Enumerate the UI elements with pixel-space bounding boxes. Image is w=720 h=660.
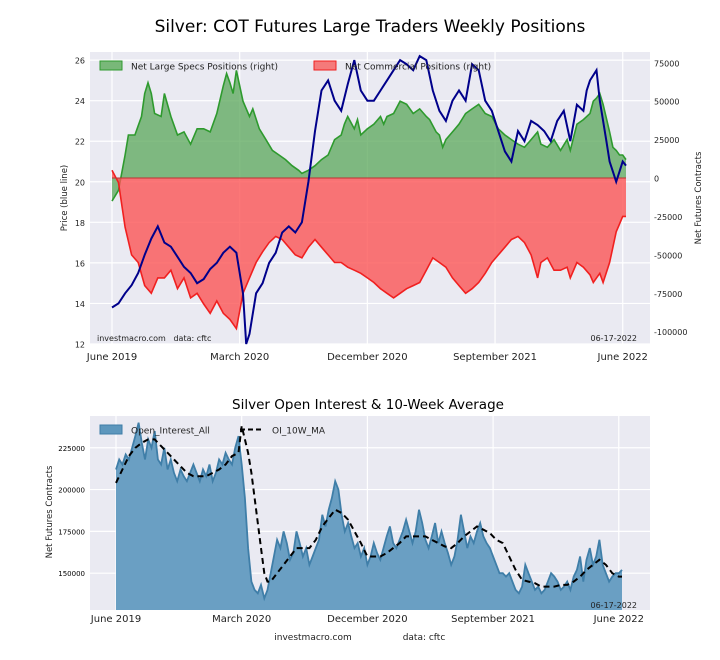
legend-commercial-swatch xyxy=(313,60,337,71)
top-left-tick-label: 20 xyxy=(75,178,85,187)
legend-specs-swatch xyxy=(99,60,123,71)
bottom-date-note: 06-17-2022 xyxy=(591,601,638,610)
line-commercial xyxy=(111,169,626,331)
bottom-x-tick-label: June 2019 xyxy=(90,614,141,625)
top-left-tick-label: 18 xyxy=(75,219,85,228)
top-right-tick-label: -25000 xyxy=(654,213,682,222)
legend-oi-label: Open_Interest_All xyxy=(131,427,210,437)
cot-positions-chart: 12 14 16 18 20 22 24 26 -100000 -75000 -50000 -250… xyxy=(60,52,704,363)
top-legend: Net Large Specs Positions (right) Net Co… xyxy=(99,60,491,73)
bottom-y-axis: 150000 175000 200000 225000 xyxy=(58,445,85,578)
legend-commercial-label: Net Commercial Positions (right) xyxy=(345,63,491,73)
bottom-y-tick-label: 175000 xyxy=(58,528,85,536)
area-commercial xyxy=(112,170,626,329)
footer-data-source: data: cftc xyxy=(403,633,446,643)
top-right-axis: -100000 -75000 -50000 -25000 0 25000 50000 7500… xyxy=(654,59,687,337)
top-left-tick-label: 16 xyxy=(75,259,85,268)
bottom-y-tick-label: 200000 xyxy=(58,487,85,495)
open-interest-chart: Silver Open Interest & 10-Week Average 1… xyxy=(45,397,650,625)
top-right-axis-label: Net Futures Contracts xyxy=(694,151,704,244)
top-left-tick-label: 24 xyxy=(75,97,85,106)
legend-ma-label: OI_10W_MA xyxy=(272,427,326,437)
top-x-tick-label: September 2021 xyxy=(453,352,537,363)
top-left-axis-label: Price (blue line) xyxy=(60,165,70,232)
area-specs xyxy=(112,70,626,202)
top-left-tick-label: 12 xyxy=(75,341,85,350)
bottom-x-axis: June 2019 March 2020 December 2020 Septembe… xyxy=(90,614,644,625)
top-left-tick-label: 22 xyxy=(75,138,85,147)
top-price-line xyxy=(111,54,627,345)
top-x-axis: June 2019 March 2020 December 2020 Septembe… xyxy=(86,352,648,363)
bottom-y-axis-label: Net Futures Contracts xyxy=(45,465,55,558)
bottom-ma-line xyxy=(115,425,622,588)
bottom-y-tick-label: 225000 xyxy=(58,445,85,453)
bottom-chart-title: Silver Open Interest & 10-Week Average xyxy=(232,397,504,413)
bottom-x-tick-label: March 2020 xyxy=(212,614,271,625)
top-x-tick-label: June 2019 xyxy=(86,352,137,363)
bottom-x-tick-label: September 2021 xyxy=(451,614,535,625)
top-right-tick-label: 25000 xyxy=(654,136,679,145)
top-source-note: investmacro.com data: cftc xyxy=(97,334,211,343)
top-right-tick-label: -75000 xyxy=(654,290,682,299)
top-left-tick-label: 26 xyxy=(75,57,85,66)
legend-oi-swatch xyxy=(99,424,123,435)
top-date-note: 06-17-2022 xyxy=(591,334,638,343)
top-x-tick-label: March 2020 xyxy=(210,352,269,363)
figure-title: Silver: COT Futures Large Traders Weekly… xyxy=(155,17,586,37)
bottom-legend: Open_Interest_All OI_10W_MA xyxy=(99,424,326,437)
bottom-area-fill xyxy=(115,422,623,610)
line-specs xyxy=(111,70,627,202)
top-left-tick-label: 14 xyxy=(75,300,85,309)
footer-site: investmacro.com xyxy=(274,633,351,643)
top-x-tick-label: December 2020 xyxy=(327,352,407,363)
top-right-tick-label: 50000 xyxy=(654,98,679,107)
line-open-interest xyxy=(115,422,623,602)
bottom-y-tick-label: 150000 xyxy=(58,570,85,578)
price-line xyxy=(111,54,627,345)
line-oi-10w-ma xyxy=(115,425,622,588)
top-right-tick-label: 75000 xyxy=(654,59,679,68)
top-left-axis: 12 14 16 18 20 22 24 26 xyxy=(75,57,85,350)
bottom-x-tick-label: December 2020 xyxy=(327,614,407,625)
top-x-tick-label: June 2022 xyxy=(597,352,648,363)
bottom-x-tick-label: June 2022 xyxy=(593,614,644,625)
top-area-fills xyxy=(111,70,627,331)
top-right-tick-label: 0 xyxy=(654,175,659,184)
top-right-tick-label: -50000 xyxy=(654,251,682,260)
top-right-tick-label: -100000 xyxy=(654,328,687,337)
legend-specs-label: Net Large Specs Positions (right) xyxy=(131,63,278,73)
